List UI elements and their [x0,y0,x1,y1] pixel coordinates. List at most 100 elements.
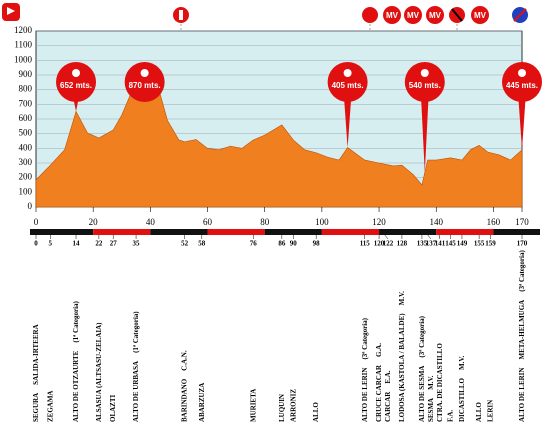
y-tick-label: 400 [19,142,33,152]
stop-name-part: ABARZUZA [197,383,205,422]
stop-km: 137 [426,240,437,248]
scale-bar-segment [36,229,94,235]
callout-label: 540 mts. [409,81,441,90]
stop-name-part: (3ª Categoría) [360,317,368,359]
mv-icon [383,6,401,24]
stop-name-part: MURIETA [249,389,257,422]
callout-label: 405 mts. [332,81,364,90]
stop-name-part: ALTO DE LERIN [518,368,526,422]
scale-bar-lead [30,229,36,235]
mv-icon [471,6,489,24]
scale-bar-tail [522,229,540,235]
cross-icon [362,7,378,23]
stop-name-part: SALIDA-IRTEERA [32,324,40,384]
stop-name: ALTO DE OTZAURTE (1ª Categoría) [72,300,80,422]
stop-name: SEGURA SALIDA-IRTEERA [32,324,40,422]
y-tick-label: 1000 [14,54,33,64]
stop-km: 145 [445,240,456,248]
stop-name: ALSASUA (ALTSASU-ZELAIA) [95,322,103,422]
stop-name-part: CRUCE CARCAR [375,364,383,422]
mv-icon [404,6,422,24]
stop-name: LODOSA (KASTOLA / BALALDE) M.V. [398,291,406,422]
x-tick-label: 100 [315,217,329,227]
callout-bubble [404,62,445,102]
stop-name-part: DICASTILLO [458,377,466,422]
stop-name: LERIN [486,400,494,422]
start-flag [7,7,15,15]
stop-name: ALLO [475,402,483,422]
stop-name: MURIETA [249,389,257,422]
stop-name-part: BARINDANO [180,378,188,422]
cross-symbol [451,8,463,22]
stop-km: 52 [181,240,189,248]
stop-name-part: CARCAR [384,391,392,422]
stop-name-part: LUQUIN [277,394,285,422]
stop-name-part: LODOSA (KASTOLA / BALALDE) [398,313,406,422]
stop-km: 98 [313,240,321,248]
stop-name-part: ALSASUA (ALTSASU-ZELAIA) [95,322,103,422]
callout-icon [343,69,352,77]
stop-km: 35 [133,240,141,248]
callout-bubble [502,62,542,102]
mv-label: MV [474,11,487,20]
stop-name-part: SEGURA [32,393,40,422]
stop-tick [438,234,441,240]
stop-name-part: G.A. [375,343,383,357]
stop-km: 115 [360,240,371,248]
mv-label: MV [386,11,399,20]
callout-bubble [327,62,368,102]
stop-name-part: F.A. [446,410,454,422]
stop-name: CTRA. DE DICASTILLO [436,343,444,422]
callout-icon [72,69,81,77]
stop-name-part: LERIN [486,400,494,422]
stop-name-part: M.V. [398,291,406,306]
x-tick-label: 60 [203,217,213,227]
stop-name-part: ALTO DE URBASA [132,361,140,422]
x-tick-label: 140 [429,217,443,227]
stop-name: F.A. [446,410,454,422]
top-icons [2,3,528,23]
mv-icon [426,6,444,24]
scale-bar-segment [150,229,208,235]
stop-name-part: M.V. [427,375,435,390]
stop-km: 0 [34,240,38,248]
stop-km: 14 [73,240,81,248]
scale-bar-segment [93,229,151,235]
stop-tick [384,234,389,240]
stop-name: ZEGAMA [46,391,54,423]
x-tick-label: 170 [515,217,529,227]
stop-name: BARINDANO C.A.N. [180,350,188,422]
stop-km: 159 [485,240,496,248]
mv-label: MV [407,11,420,20]
stop-km: 128 [397,240,408,248]
x-tick-label: 40 [146,217,156,227]
stop-name-part: M.V. [458,356,466,371]
stop-km: 135 [417,240,428,248]
mv-label: MV [429,11,442,20]
stop-km: 90 [290,240,298,248]
scale-bar-segment [321,229,380,235]
scale-bar-segment [207,229,265,235]
stop-km: 170 [517,240,528,248]
callout-label: 445 mts. [506,81,538,90]
stop-tick [427,234,432,240]
stop-name-part: ALTO DE LERIN [360,368,368,422]
stop-name: OLAZTI [109,394,117,422]
stop-km: 27 [110,240,118,248]
callout-label: 652 mts. [60,81,92,90]
stop-km: 58 [198,240,206,248]
finish-symbol [513,8,527,22]
stop-km: 120 [374,240,385,248]
callout-icon [140,69,149,77]
stop-name-part: ALTO DE SESMA [418,366,426,422]
stop-km: 86 [278,240,286,248]
stop-km: 149 [457,240,468,248]
stop-name-part: C.A.N. [180,350,188,371]
stop-name: CRUCE CARCAR G.A. [375,343,383,422]
y-tick-label: 900 [19,69,33,79]
y-tick-label: 600 [19,113,33,123]
x-tick-label: 80 [260,217,270,227]
callout-icon [420,69,429,77]
stop-name: ALTO DE URBASA (1ª Categoría) [132,311,140,422]
